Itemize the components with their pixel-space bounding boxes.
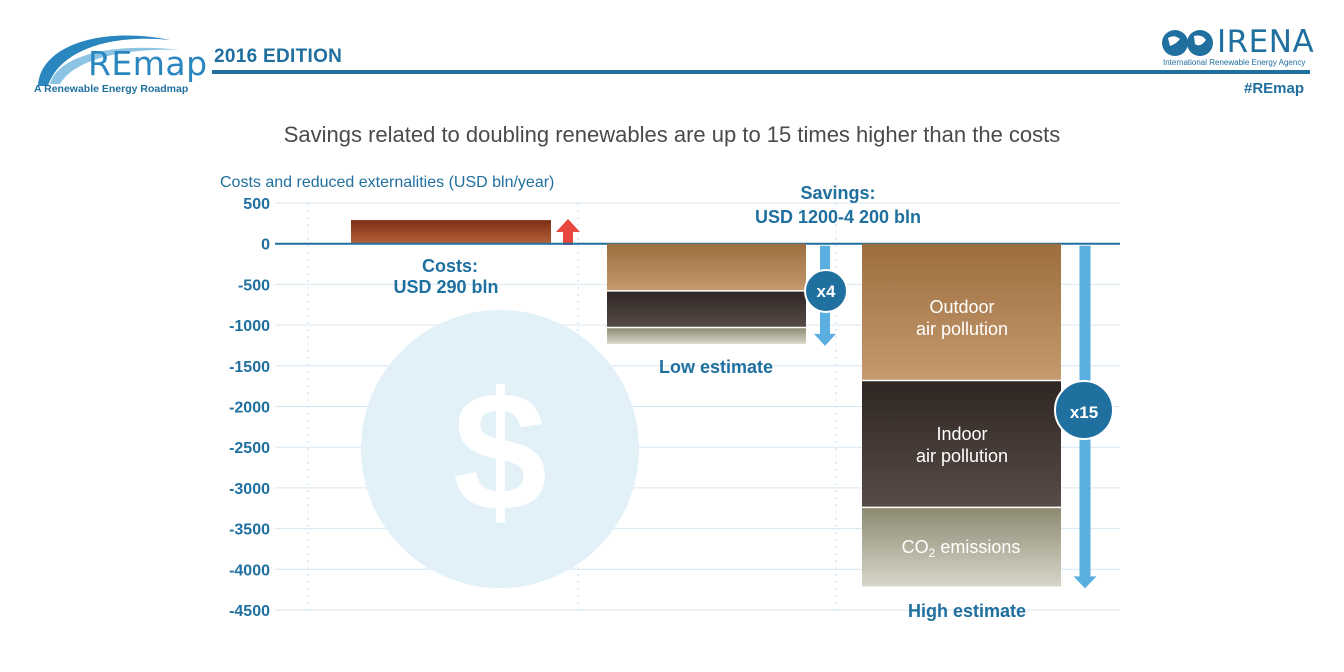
y-tick-label: -4500 [229,603,270,620]
indoor-label-line1: Indoor [936,424,987,444]
irena-subtitle: International Renewable Energy Agency [1163,58,1306,67]
outdoor-label-line1: Outdoor [929,297,994,317]
costs-label: Costs: [422,256,478,276]
category-label-high: High estimate [908,601,1026,621]
remap-tagline: A Renewable Energy Roadmap [34,83,189,95]
costs-value-label: USD 290 bln [393,277,498,297]
indoor-label-line2: air pollution [916,446,1008,466]
dollar-coin-icon: $ [361,310,639,588]
category-label-low: Low estimate [659,357,773,377]
y-tick-label: -1500 [229,359,270,376]
irena-globe-icon [1162,30,1213,56]
y-tick-label: -2500 [229,440,270,457]
savings-value-label: USD 1200-4 200 bln [755,207,921,227]
y-axis-label: Costs and reduced externalities (USD bln… [220,174,555,191]
y-tick-label: -3000 [229,481,270,498]
edition-label: 2016 EDITION [214,46,343,67]
remap-swoosh-icon [38,35,180,86]
y-tick-label: -2000 [229,400,270,417]
y-tick-label: -3500 [229,522,270,539]
costs-up-arrow-icon [556,219,580,245]
outdoor-segment [862,243,1061,381]
low-multiplier-label: x4 [817,282,836,301]
outdoor-segment [607,243,806,291]
dollar-glyph: $ [453,357,548,547]
high-multiplier-label: x15 [1070,403,1098,422]
outdoor-label-line2: air pollution [916,319,1008,339]
high-multiplier-badge [1054,380,1114,440]
y-tick-label: 0 [261,237,270,254]
chart-title: Savings related to doubling renewables a… [283,122,1061,147]
indoor-segment [607,290,806,328]
y-tick-label: -4000 [229,562,270,579]
y-ticks: 500 0 -500 -1000 -1500 -2000 -2500 -3000 -3500 -4… [229,196,270,620]
y-tick-label: -1000 [229,318,270,335]
header-divider [212,70,1310,74]
bars [275,219,1120,589]
indoor-segment [862,380,1061,508]
savings-label: Savings: [800,183,875,203]
low-multiplier-badge [804,269,848,313]
remap-brand: REmap [88,44,208,83]
y-tick-label: -500 [238,277,270,294]
co2-label: CO2 emissions [902,537,1021,560]
co2-segment [607,327,806,344]
coin-circle [361,310,639,588]
y-tick-label: 500 [243,196,270,213]
hashtag-label: #REmap [1244,80,1305,97]
labels: x4 x15 Costs:USD 290 bln Savings: USD 1200-4… [393,183,1098,621]
costs-bar [351,220,551,244]
co2-segment [862,507,1061,587]
irena-brand: IRENA [1217,24,1315,60]
